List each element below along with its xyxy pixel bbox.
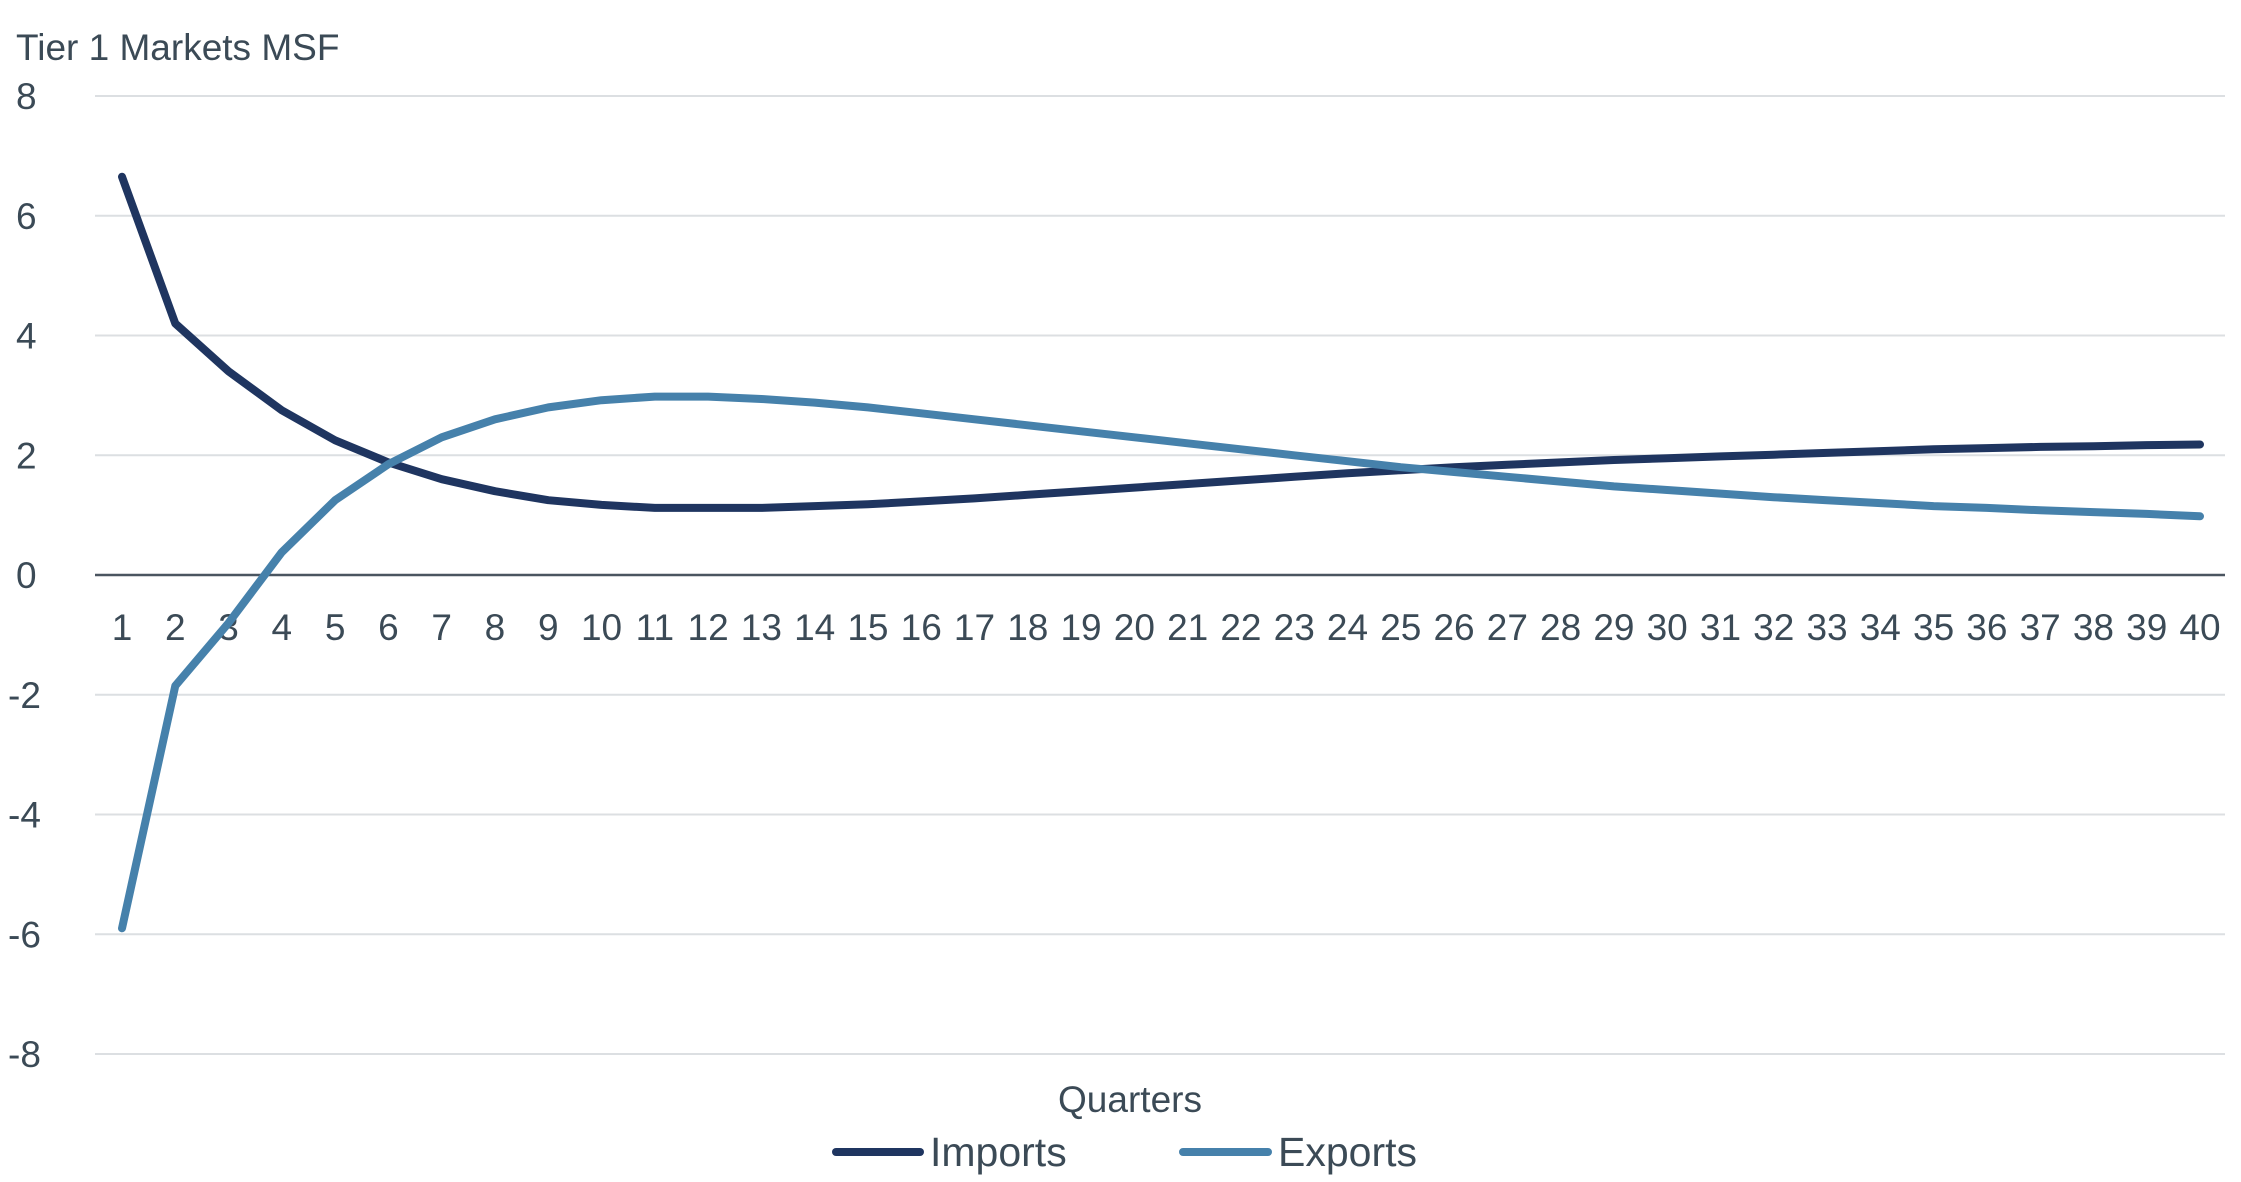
series-line-exports — [118, 392, 2204, 933]
legend-label-imports: Imports — [930, 1129, 1067, 1175]
x-tick-label: 7 — [431, 607, 452, 648]
y-tick-label: 4 — [16, 316, 37, 357]
x-tick-label: 22 — [1220, 607, 1261, 648]
series-exports — [118, 392, 2204, 933]
x-tick-label: 9 — [538, 607, 559, 648]
x-tick-label: 33 — [1806, 607, 1847, 648]
x-tick-label: 19 — [1060, 607, 1101, 648]
x-tick-label: 35 — [1913, 607, 1954, 648]
x-tick-label: 29 — [1593, 607, 1634, 648]
x-tick-label: 36 — [1966, 607, 2007, 648]
x-tick-label: 24 — [1327, 607, 1368, 648]
x-tick-label: 21 — [1167, 607, 1208, 648]
x-tick-label: 1 — [112, 607, 133, 648]
x-tick-label: 23 — [1274, 607, 1315, 648]
x-tick-label: 20 — [1114, 607, 1155, 648]
x-tick-label: 16 — [901, 607, 942, 648]
x-tick-label: 11 — [636, 607, 674, 648]
y-tick-label: -4 — [8, 795, 41, 836]
x-axis-tick-labels: 1 2 3 4 5 6 7 8 9 10 11 12 13 14 15 16 17 18 19 20 21 22 23 24 2… — [112, 607, 2221, 648]
y-axis-tick-labels: 8 6 4 2 0 -2 -4 -6 -8 — [8, 76, 41, 1075]
y-tick-label: 0 — [16, 555, 37, 596]
x-tick-label: 31 — [1700, 607, 1741, 648]
series-line-imports — [118, 172, 2204, 512]
x-tick-label: 18 — [1007, 607, 1048, 648]
x-tick-label: 38 — [2073, 607, 2114, 648]
x-tick-label: 32 — [1753, 607, 1794, 648]
x-tick-label: 40 — [2179, 607, 2220, 648]
series-imports — [118, 172, 2204, 512]
x-tick-label: 34 — [1860, 607, 1901, 648]
y-tick-label: 6 — [16, 196, 37, 237]
chart-title: Tier 1 Markets MSF — [16, 27, 339, 68]
y-tick-label: -2 — [8, 675, 41, 716]
legend-label-exports: Exports — [1278, 1129, 1417, 1175]
x-tick-label: 12 — [688, 607, 729, 648]
legend-item-imports: Imports — [832, 1129, 1067, 1175]
x-tick-label: 14 — [794, 607, 835, 648]
legend: Imports Exports — [832, 1129, 1417, 1175]
series-lines — [118, 172, 2204, 933]
x-tick-label: 15 — [847, 607, 888, 648]
y-tick-label: 2 — [16, 435, 37, 476]
y-tick-label: -8 — [8, 1034, 41, 1075]
x-tick-label: 39 — [2126, 607, 2167, 648]
x-tick-label: 8 — [485, 607, 506, 648]
x-tick-label: 17 — [954, 607, 995, 648]
x-tick-label: 5 — [325, 607, 346, 648]
gridlines — [95, 95, 2225, 1055]
x-axis-title: Quarters — [1058, 1079, 1202, 1120]
x-tick-label: 6 — [378, 607, 399, 648]
x-tick-label: 13 — [741, 607, 782, 648]
x-tick-label: 10 — [581, 607, 622, 648]
x-tick-label: 2 — [165, 607, 186, 648]
x-tick-label: 27 — [1487, 607, 1528, 648]
x-tick-label: 25 — [1380, 607, 1421, 648]
x-tick-label: 28 — [1540, 607, 1581, 648]
x-tick-label: 26 — [1433, 607, 1474, 648]
x-tick-label: 37 — [2020, 607, 2061, 648]
y-tick-label: -6 — [8, 914, 41, 955]
y-tick-label: 8 — [16, 76, 37, 117]
x-tick-label: 4 — [272, 607, 293, 648]
legend-item-exports: Exports — [1179, 1129, 1417, 1175]
x-tick-label: 30 — [1647, 607, 1688, 648]
